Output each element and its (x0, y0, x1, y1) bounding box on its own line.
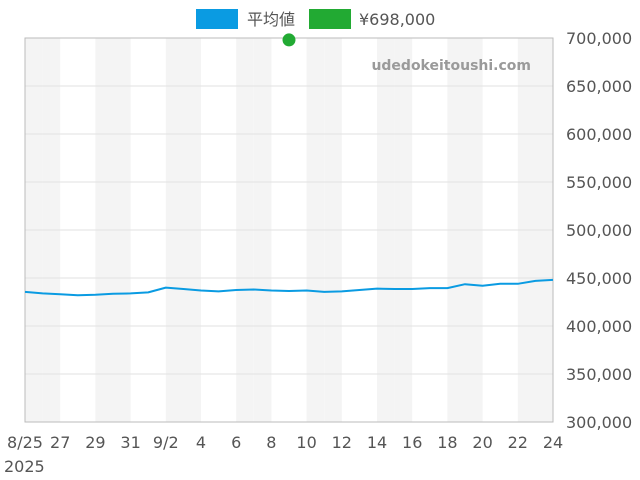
x-tick-label: 24 (543, 433, 563, 452)
x-axis-tick-labels: 8/25 27 29 31 9/2 4 6 8 10 12 14 16 18 20 22 24 (7, 433, 563, 452)
x-tick-label: 29 (85, 433, 105, 452)
legend[interactable]: 平均値 ¥698,000 (196, 9, 435, 29)
y-tick-label: 400,000 (566, 317, 632, 336)
series-layer (24, 33, 554, 297)
y-tick-label: 300,000 (566, 413, 632, 432)
x-tick-label: 12 (332, 433, 352, 452)
x-tick-label: 8/25 (7, 433, 43, 452)
x-tick-label: 18 (437, 433, 457, 452)
y-tick-label: 700,000 (566, 29, 632, 48)
y-tick-label: 350,000 (566, 365, 632, 384)
x-tick-label: 22 (508, 433, 528, 452)
average-price-line (24, 278, 554, 297)
x-axis-year-label: 2025 (4, 457, 45, 476)
x-tick-label: 10 (296, 433, 316, 452)
x-tick-label: 16 (402, 433, 422, 452)
x-tick-label: 31 (120, 433, 140, 452)
x-tick-label: 9/2 (153, 433, 179, 452)
x-tick-label: 6 (231, 433, 241, 452)
x-tick-label: 27 (50, 433, 70, 452)
watermark: udedokeitoushi.com (371, 58, 531, 74)
legend-label-average[interactable]: 平均値 (247, 10, 295, 29)
y-axis-tick-labels: 700,000 650,000 600,000 550,000 500,000 450,0… (566, 29, 632, 432)
y-tick-label: 650,000 (566, 77, 632, 96)
x-tick-label: 4 (196, 433, 206, 452)
y-tick-label: 550,000 (566, 173, 632, 192)
legend-label-price[interactable]: ¥698,000 (359, 10, 435, 29)
x-tick-label: 8 (266, 433, 276, 452)
y-tick-label: 600,000 (566, 125, 632, 144)
legend-swatch-price[interactable] (309, 9, 351, 29)
y-tick-label: 500,000 (566, 221, 632, 240)
y-tick-label: 450,000 (566, 269, 632, 288)
x-tick-label: 14 (367, 433, 387, 452)
legend-swatch-average[interactable] (196, 9, 238, 29)
x-tick-label: 20 (472, 433, 492, 452)
listed-price-point[interactable] (282, 33, 296, 47)
